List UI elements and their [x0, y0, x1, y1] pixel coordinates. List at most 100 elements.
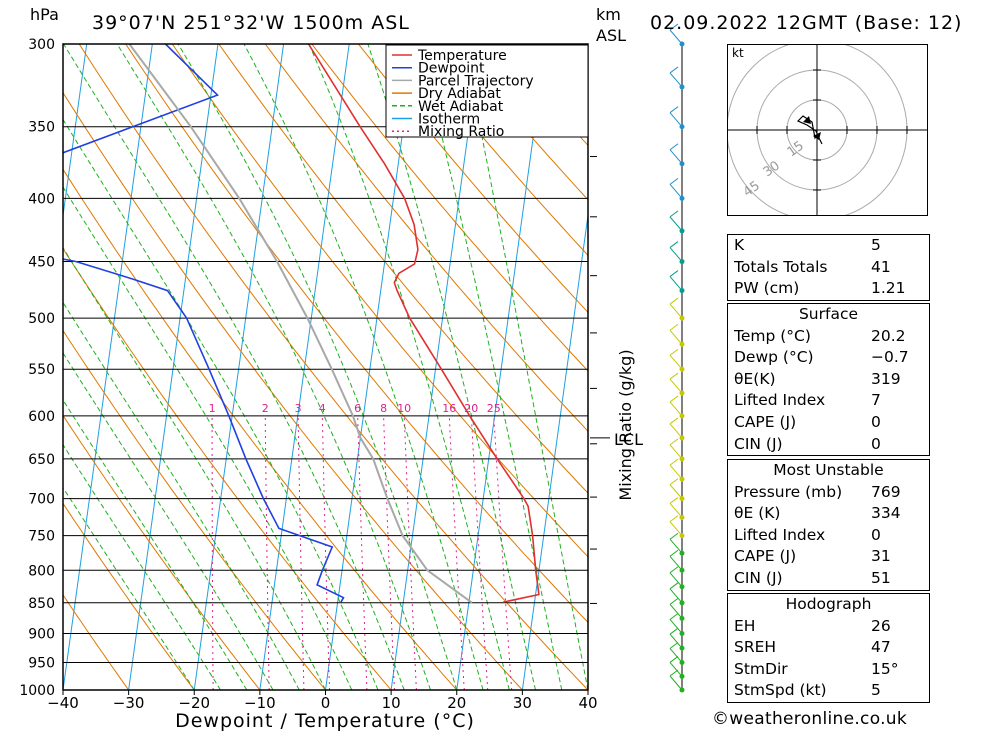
mixing-ratio-label: 3	[295, 402, 302, 415]
surface-theta-value: 319	[871, 369, 901, 388]
isotherm-line	[128, 44, 219, 690]
stmspd-label: StmSpd (kt)	[734, 681, 827, 700]
pressure-tick-label: 450	[28, 255, 55, 271]
wet-adiabat-line	[116, 44, 431, 690]
isotherm-line	[259, 44, 350, 690]
mu-cin-value: 51	[871, 568, 891, 587]
legend-label: Dry Adiabat	[418, 86, 501, 102]
mu-pressure-row: Pressure (mb) 769	[728, 482, 929, 504]
legend-label: Wet Adiabat	[418, 99, 504, 115]
wind-barb-staff	[669, 184, 683, 199]
pw-row: PW (cm) 1.21	[728, 278, 929, 300]
wind-barb-staff	[669, 72, 683, 88]
temp-tick-label: 0	[321, 694, 331, 712]
mixing-ratio-line	[264, 415, 270, 690]
dry-adiabat-line	[264, 44, 588, 432]
surface-temp-row: Temp (°C) 20.2	[728, 326, 929, 348]
mixing-ratio-line	[357, 415, 368, 690]
wind-barb-staff	[669, 648, 683, 663]
eh-value: 26	[871, 616, 891, 635]
mixing-ratio-axis-label: Mixing Ratio (g/kg)	[616, 349, 635, 500]
temp-tick-label: −20	[178, 694, 210, 712]
wind-barb-staff	[669, 464, 683, 480]
dry-adiabat-line	[125, 44, 588, 624]
mu-pressure-label: Pressure (mb)	[734, 482, 843, 501]
mixing-ratio-label: 8	[380, 402, 387, 415]
wind-barb-flag	[669, 549, 679, 557]
mixing-ratio-line	[383, 415, 395, 690]
wind-barb-staff	[669, 29, 683, 45]
wind-barb-flag	[669, 669, 679, 677]
mu-cape-value: 31	[871, 547, 891, 566]
mu-title: Most Unstable	[773, 461, 884, 479]
wind-barb-flag	[669, 656, 679, 663]
wind-barb-staff	[669, 216, 683, 232]
wind-barb-flag	[669, 438, 679, 446]
mixing-ratio-line	[211, 415, 214, 690]
wind-barb-flag	[669, 597, 679, 605]
temp-tick-label: −40	[47, 694, 79, 712]
pressure-tick-label: 500	[28, 311, 55, 327]
mu-theta-label: θE (K)	[734, 504, 781, 523]
mixing-ratio-line	[297, 415, 305, 690]
surface-dewp-label: Dewp (°C)	[734, 348, 814, 367]
axis-ticks: 3003504004505005506006507007508008509009…	[19, 37, 610, 712]
wind-barb-staff	[669, 303, 683, 319]
pressure-tick-label: 850	[28, 596, 55, 612]
wind-barb-flag	[669, 627, 679, 635]
surface-theta-label: θE(K)	[734, 369, 776, 388]
wind-barb-flag	[669, 395, 679, 403]
tt-row: Totals Totals 41	[728, 257, 929, 279]
pressure-tick-label: 800	[28, 563, 55, 579]
mu-cape-row: CAPE (J) 31	[728, 546, 929, 568]
mu-pressure-value: 769	[871, 482, 901, 501]
wind-barb-flag	[669, 23, 679, 31]
mu-li-label: Lifted Index	[734, 525, 826, 544]
wind-barb-flag	[669, 532, 679, 540]
height-unit-km: km	[596, 5, 621, 24]
sreh-row: SREH 47	[728, 637, 929, 659]
wind-barb-staff	[669, 588, 683, 604]
mixing-ratio-line	[321, 415, 330, 690]
mu-theta-value: 334	[871, 504, 901, 523]
mixing-ratio-line	[493, 415, 513, 690]
mixing-ratio-line	[448, 415, 465, 690]
hodo-params-title: Hodograph	[785, 595, 872, 613]
wind-barb-staff	[669, 247, 683, 262]
stmspd-value: 5	[871, 681, 881, 700]
hodo-storm-arrow-2	[813, 132, 821, 140]
legend-label: Dewpoint	[418, 61, 485, 77]
wind-barb-flag	[669, 210, 679, 218]
dry-adiabat-line	[404, 44, 588, 257]
wind-barb-staff	[669, 484, 683, 499]
pressure-tick-label: 300	[28, 37, 55, 53]
datetime-title: 02.09.2022 12GMT (Base: 12)	[650, 12, 962, 34]
dry-adiabat-line	[63, 329, 326, 690]
pressure-tick-label: 950	[28, 655, 55, 671]
wind-barb-staff	[669, 401, 683, 417]
wind-barb-staff	[669, 538, 683, 554]
mixing-ratio-label: 10	[397, 402, 411, 415]
hodo-unit: kt	[732, 46, 744, 60]
surface-dewp-row: Dewp (°C) −0.7	[728, 347, 929, 369]
wind-barb-flag	[669, 642, 679, 649]
mixing-ratio-line	[470, 415, 489, 690]
legend-label: Parcel Trajectory	[418, 73, 534, 89]
mixing-ratio-label: 6	[354, 402, 361, 415]
wind-barb-staff	[669, 112, 683, 128]
credit-link[interactable]: ©weatheronline.co.uk	[712, 709, 908, 729]
sreh-label: SREH	[734, 638, 777, 657]
wind-barb-flag	[669, 566, 679, 574]
mixing-ratio-label: 16	[442, 402, 456, 415]
mixing-ratio-label: 2	[262, 402, 269, 415]
wind-barb-flag	[669, 478, 679, 486]
wind-barb-staff	[669, 619, 683, 634]
mu-cape-label: CAPE (J)	[734, 547, 797, 566]
surface-cape-row: CAPE (J) 0	[728, 412, 929, 434]
legend-label: Temperature	[417, 48, 507, 64]
wind-barb-flag	[669, 515, 679, 523]
wind-barb-staff	[669, 378, 683, 394]
wind-barb-staff	[669, 662, 683, 677]
mu-cin-row: CIN (J) 51	[728, 568, 929, 590]
